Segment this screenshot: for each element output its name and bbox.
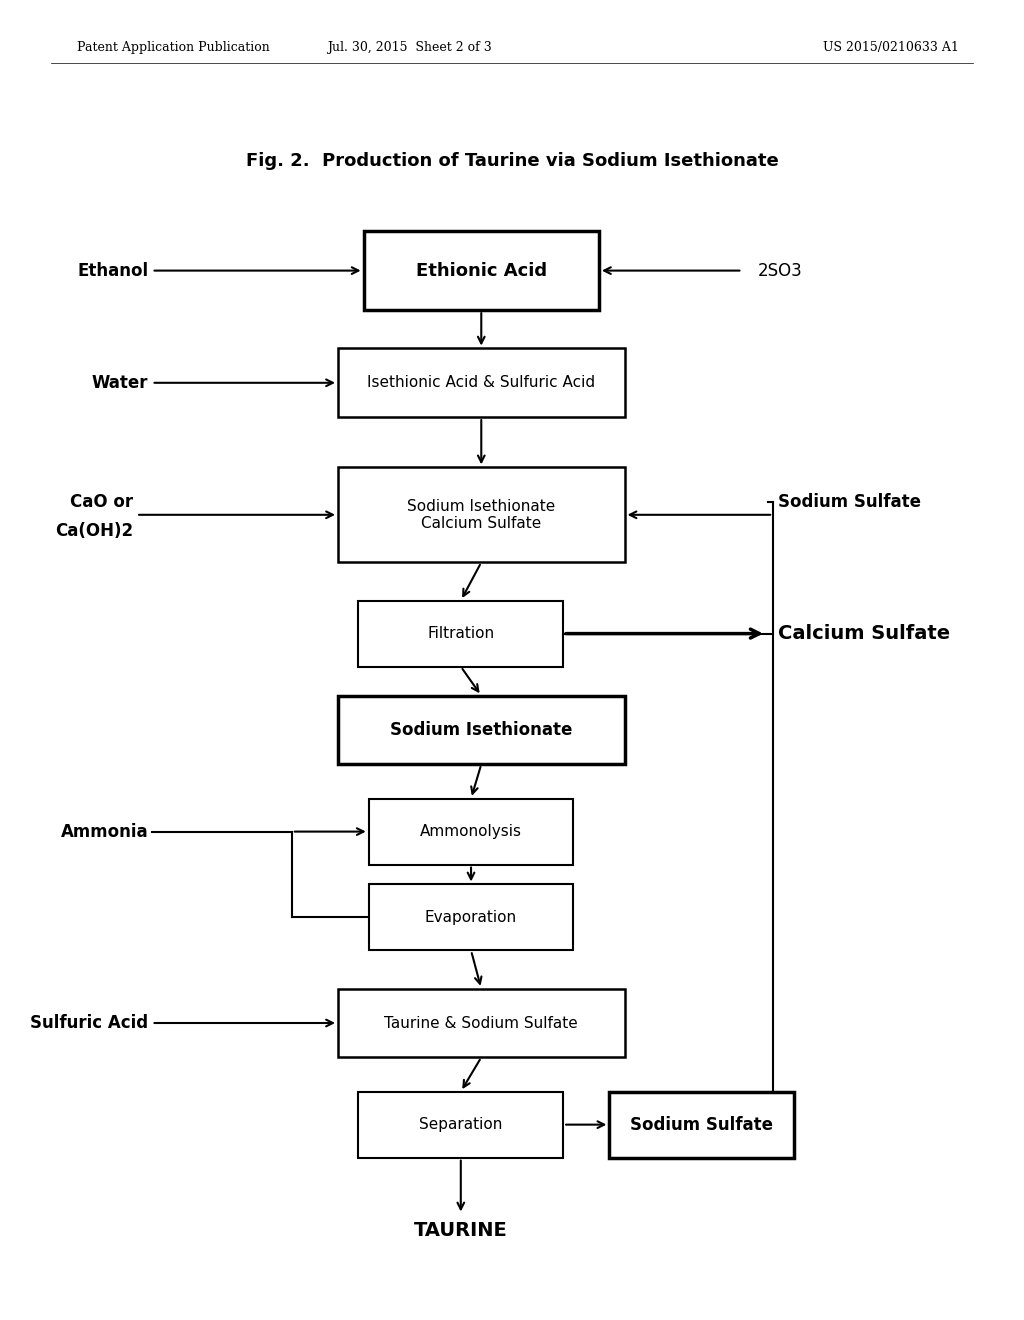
Text: 2SO3: 2SO3 <box>758 261 803 280</box>
Text: Jul. 30, 2015  Sheet 2 of 3: Jul. 30, 2015 Sheet 2 of 3 <box>328 41 492 54</box>
Text: Sodium Isethionate
Calcium Sulfate: Sodium Isethionate Calcium Sulfate <box>408 499 555 531</box>
Text: Evaporation: Evaporation <box>425 909 517 925</box>
Text: Ethanol: Ethanol <box>78 261 148 280</box>
Text: Ammonia: Ammonia <box>60 822 148 841</box>
Text: Taurine & Sodium Sulfate: Taurine & Sodium Sulfate <box>384 1015 579 1031</box>
Text: CaO or: CaO or <box>70 492 133 511</box>
FancyBboxPatch shape <box>338 348 625 417</box>
Text: Ammonolysis: Ammonolysis <box>420 824 522 840</box>
Text: TAURINE: TAURINE <box>414 1221 508 1239</box>
FancyBboxPatch shape <box>364 231 599 310</box>
Text: Fig. 2.  Production of Taurine via Sodium Isethionate: Fig. 2. Production of Taurine via Sodium… <box>246 152 778 170</box>
FancyBboxPatch shape <box>358 601 563 667</box>
FancyBboxPatch shape <box>369 884 573 950</box>
Text: Ca(OH)2: Ca(OH)2 <box>55 521 133 540</box>
FancyBboxPatch shape <box>338 989 625 1057</box>
Text: Separation: Separation <box>419 1117 503 1133</box>
Text: US 2015/0210633 A1: US 2015/0210633 A1 <box>823 41 958 54</box>
Text: Calcium Sulfate: Calcium Sulfate <box>778 624 950 643</box>
Text: Sodium Isethionate: Sodium Isethionate <box>390 721 572 739</box>
Text: Patent Application Publication: Patent Application Publication <box>77 41 269 54</box>
FancyBboxPatch shape <box>338 467 625 562</box>
FancyBboxPatch shape <box>369 799 573 865</box>
Text: Water: Water <box>92 374 148 392</box>
FancyBboxPatch shape <box>358 1092 563 1158</box>
FancyBboxPatch shape <box>609 1092 794 1158</box>
FancyBboxPatch shape <box>338 696 625 764</box>
Text: Sodium Sulfate: Sodium Sulfate <box>778 492 922 511</box>
Text: Filtration: Filtration <box>427 626 495 642</box>
Text: Sodium Sulfate: Sodium Sulfate <box>630 1115 773 1134</box>
Text: Ethionic Acid: Ethionic Acid <box>416 261 547 280</box>
Text: Sulfuric Acid: Sulfuric Acid <box>31 1014 148 1032</box>
Text: Isethionic Acid & Sulfuric Acid: Isethionic Acid & Sulfuric Acid <box>368 375 595 391</box>
